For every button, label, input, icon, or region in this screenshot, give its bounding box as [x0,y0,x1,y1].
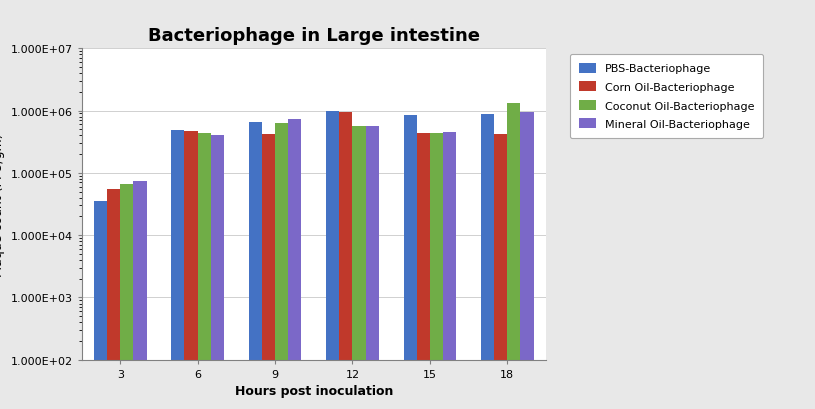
Bar [443,133,456,409]
Bar [416,133,430,409]
Bar [352,127,366,409]
Y-axis label: Plaque count (PFU/gm): Plaque count (PFU/gm) [0,133,5,276]
Title: Bacteriophage in Large intestine: Bacteriophage in Large intestine [148,27,480,45]
Bar [326,111,339,409]
Bar [211,135,224,409]
Bar [107,189,121,409]
Bar [249,123,262,409]
Bar [184,132,197,409]
Bar [507,104,521,409]
Bar [121,185,134,409]
Bar [481,115,494,409]
Bar [521,113,534,409]
Bar [94,202,107,409]
Bar [403,116,416,409]
Bar [262,135,275,409]
X-axis label: Hours post inoculation: Hours post inoculation [235,384,393,398]
Bar [494,135,507,409]
Bar [339,113,352,409]
Bar [275,123,289,409]
Bar [171,130,184,409]
Legend: PBS-Bacteriophage, Corn Oil-Bacteriophage, Coconut Oil-Bacteriophage, Mineral Oi: PBS-Bacteriophage, Corn Oil-Bacteriophag… [570,55,763,139]
Bar [134,181,147,409]
Bar [430,133,443,409]
Bar [197,133,211,409]
Bar [366,127,379,409]
Bar [289,119,302,409]
